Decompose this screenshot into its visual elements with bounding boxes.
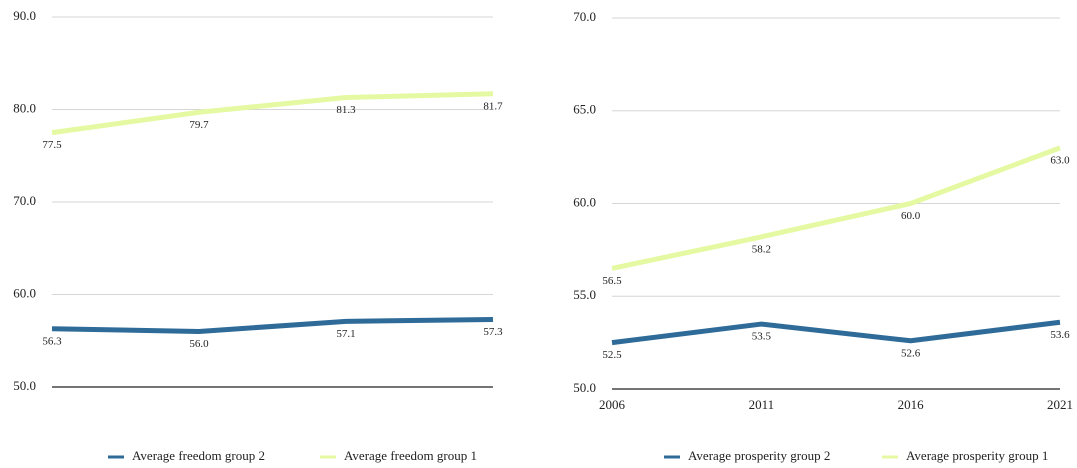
- legend-label: Average prosperity group 2: [688, 448, 830, 463]
- series-line: [611, 145, 1061, 271]
- data-label: 57.3: [483, 326, 503, 338]
- x-tick-label: 2006: [599, 397, 626, 412]
- y-tick-label: 90.0: [13, 8, 36, 23]
- y-tick-label: 70.0: [573, 9, 596, 24]
- series-line: [611, 319, 1061, 346]
- y-tick-label: 55.0: [573, 287, 596, 302]
- y-tick-label: 70.0: [13, 193, 36, 208]
- data-label: 58.2: [752, 243, 771, 255]
- series-line: [51, 91, 494, 136]
- y-tick-label: 80.0: [13, 100, 36, 115]
- x-tick-label: 2016: [898, 397, 925, 412]
- data-label: 53.6: [1050, 329, 1070, 341]
- y-tick-label: 60.0: [13, 285, 36, 300]
- data-label: 77.5: [42, 139, 62, 151]
- x-tick-label: 2011: [749, 397, 775, 412]
- x-tick-label: 2021: [1047, 397, 1073, 412]
- data-label: 81.7: [483, 100, 503, 112]
- data-label: 79.7: [189, 119, 209, 131]
- y-tick-label: 60.0: [573, 194, 596, 209]
- legend-label: Average freedom group 1: [344, 448, 477, 463]
- y-tick-label: 50.0: [13, 378, 36, 393]
- data-label: 52.6: [901, 347, 921, 359]
- y-tick-label: 65.0: [573, 102, 596, 117]
- data-label: 56.3: [42, 335, 62, 347]
- data-label: 56.0: [189, 338, 209, 350]
- legend-label: Average prosperity group 1: [906, 448, 1048, 463]
- data-label: 53.5: [752, 331, 772, 343]
- legend-label: Average freedom group 2: [132, 448, 265, 463]
- data-label: 52.5: [602, 349, 622, 361]
- data-label: 57.1: [336, 328, 355, 340]
- data-label: 81.3: [336, 104, 356, 116]
- series-line: [51, 316, 494, 334]
- y-tick-label: 50.0: [573, 380, 596, 395]
- data-label: 56.5: [602, 275, 622, 287]
- data-label: 60.0: [901, 210, 921, 222]
- data-label: 63.0: [1050, 154, 1070, 166]
